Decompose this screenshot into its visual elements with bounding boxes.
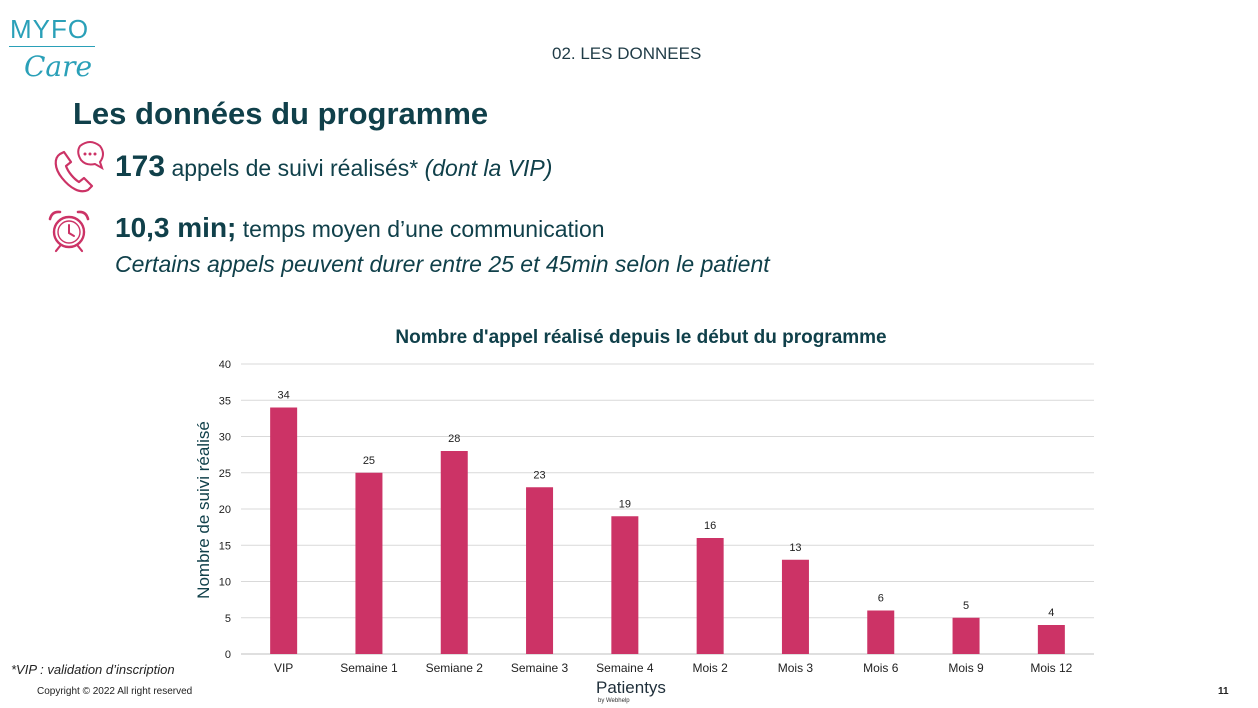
stat-calls-text: appels de suivi réalisés* [171, 155, 419, 181]
phone-chat-icon [54, 141, 104, 193]
stat-duration-text: temps moyen d’une communication [242, 216, 605, 242]
data-label: 28 [448, 433, 460, 445]
stat-duration-sub: Certains appels peuvent durer entre 25 e… [115, 251, 770, 277]
chart-title: Nombre d'appel réalisé depuis le début d… [395, 327, 886, 348]
data-label: 16 [704, 520, 716, 532]
data-label: 6 [878, 593, 884, 605]
bar [781, 559, 809, 654]
bar [867, 610, 895, 654]
data-label: 25 [363, 455, 375, 467]
data-label: 23 [533, 469, 545, 481]
data-label: 4 [1048, 607, 1054, 619]
chart-ylabel: Nombre de suivi réalisé [194, 421, 213, 599]
logo-divider [9, 46, 95, 47]
copyright: Copyright © 2022 All right reserved [37, 686, 193, 697]
x-tick-label: Semaine 4 [596, 661, 654, 675]
stat-calls-note: (dont la VIP) [424, 155, 553, 181]
stat-calls-value: 173 [115, 150, 166, 183]
bar [440, 451, 468, 654]
x-tick-label: Mois 12 [1030, 661, 1072, 675]
y-tick-label: 15 [219, 540, 231, 552]
x-tick-label: Mois 3 [778, 661, 814, 675]
bar [355, 472, 383, 654]
bar [270, 407, 298, 654]
alarm-clock-icon [48, 210, 90, 253]
logo-myfo: MYFO [10, 14, 90, 44]
brand-logo-sub: by Webhelp [598, 698, 630, 704]
data-label: 13 [789, 542, 801, 554]
x-tick-label: Semaine 1 [340, 661, 398, 675]
page-number: 11 [1218, 686, 1229, 697]
x-tick-label: VIP [274, 661, 293, 675]
stat-duration: 10,3 min; temps moyen d’une communicatio… [115, 212, 605, 244]
data-label: 34 [278, 390, 290, 402]
y-tick-label: 5 [225, 613, 231, 625]
y-tick-label: 30 [219, 432, 231, 444]
brand-logo: Patientys [596, 678, 666, 697]
y-tick-label: 0 [225, 649, 231, 661]
data-label: 19 [619, 498, 631, 510]
y-tick-label: 25 [219, 468, 231, 480]
x-tick-label: Mois 2 [692, 661, 728, 675]
logo-care: Care [24, 50, 93, 83]
data-label: 5 [963, 600, 969, 612]
footnote: *VIP : validation d’inscription [11, 662, 175, 677]
page-title: Les données du programme [73, 96, 489, 131]
bar [526, 487, 554, 654]
x-tick-label: Mois 9 [948, 661, 984, 675]
x-tick-label: Semiane 2 [426, 661, 484, 675]
x-tick-label: Semaine 3 [511, 661, 569, 675]
stat-duration-value: 10,3 min; [115, 212, 237, 243]
y-tick-label: 40 [219, 359, 231, 371]
stat-calls: 173 appels de suivi réalisés* (dont la V… [115, 150, 552, 184]
bar [1037, 625, 1065, 654]
y-tick-label: 10 [219, 577, 231, 589]
x-tick-label: Mois 6 [863, 661, 899, 675]
bar [696, 538, 724, 654]
bar [952, 617, 980, 654]
y-tick-label: 20 [219, 504, 231, 516]
bar [611, 516, 639, 654]
y-tick-label: 35 [219, 395, 231, 407]
section-title: 02. LES DONNEES [552, 44, 702, 63]
